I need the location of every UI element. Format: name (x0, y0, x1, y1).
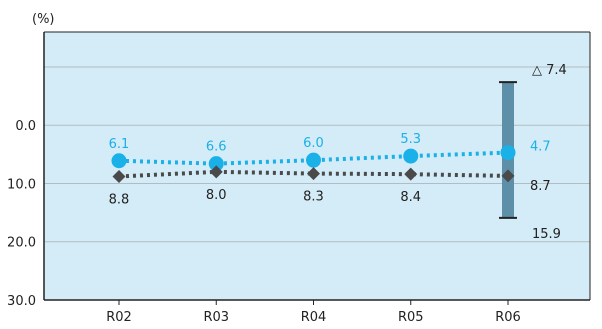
data-label: 5.3 (400, 132, 421, 147)
data-point (500, 145, 516, 161)
data-label: 6.1 (109, 137, 130, 152)
y-tick-label: 30.0 (7, 294, 36, 309)
range-high-label: 15.9 (532, 227, 561, 242)
data-point (403, 148, 419, 164)
y-tick-label: 0.0 (15, 119, 36, 134)
data-label: 8.4 (400, 190, 421, 205)
labels: △ 7.4 15.9 6.1 6.6 6.0 5.3 4.7 8.8 8.0 8.3 8.4 8.7 (109, 63, 567, 242)
data-label: 6.0 (303, 136, 324, 151)
series-line (118, 150, 509, 166)
y-tick-label: 10.0 (7, 177, 36, 192)
data-label: 4.7 (530, 140, 551, 155)
x-tick-label: R05 (398, 310, 424, 325)
data-label: 8.8 (109, 192, 130, 207)
y-tick-label: 20.0 (7, 236, 36, 251)
x-tick-label: R06 (495, 310, 521, 325)
gridlines (44, 66, 590, 243)
data-point (501, 169, 515, 183)
data-point (209, 165, 223, 179)
axes: 0.0 10.0 20.0 30.0 R02 R03 R04 R05 R06 (7, 31, 591, 325)
data-label: 8.0 (206, 188, 227, 203)
series-line (118, 169, 509, 179)
x-tick-label: R04 (301, 310, 327, 325)
data-label: 8.3 (303, 190, 324, 205)
data-label: 6.6 (206, 140, 227, 155)
range-low-label: △ 7.4 (532, 63, 567, 78)
data-point (307, 167, 320, 181)
x-tick-label: R02 (106, 310, 132, 325)
data-point (111, 153, 127, 169)
data-point (112, 169, 126, 183)
data-label: 8.7 (530, 179, 551, 194)
data-point (404, 167, 418, 181)
x-tick-label: R03 (203, 310, 229, 325)
y-unit-label: (%) (32, 12, 55, 27)
data-point (208, 156, 224, 172)
data-point (306, 152, 321, 168)
series (111, 145, 516, 183)
